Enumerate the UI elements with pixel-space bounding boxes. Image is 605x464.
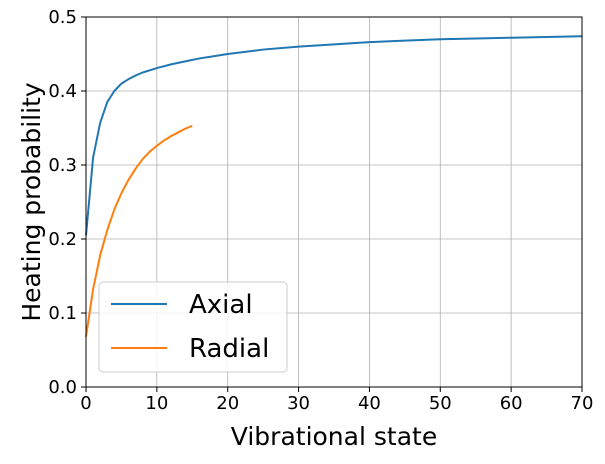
y-tick-label: 0.4 <box>48 81 77 102</box>
x-tick-label: 70 <box>571 393 594 414</box>
series-lines <box>85 35 583 337</box>
x-tick-label: 50 <box>429 393 452 414</box>
axis-ticks: 0 10 20 30 40 50 60 70 0.0 0.1 0.2 0.3 0.4 0.5 <box>48 7 593 414</box>
legend-label-axial: Axial <box>189 290 253 320</box>
x-tick-label: 10 <box>145 393 168 414</box>
plot-frame <box>85 16 583 388</box>
y-axis-label: Heating probability <box>17 82 46 321</box>
x-axis-label: Vibrational state <box>231 422 437 451</box>
x-tick-label: 0 <box>80 393 91 414</box>
y-tick-label: 0.0 <box>48 377 77 398</box>
x-tick-label: 20 <box>216 393 239 414</box>
y-tick-label: 0.5 <box>48 7 77 28</box>
y-tick-label: 0.2 <box>48 229 77 250</box>
x-tick-label: 30 <box>287 393 310 414</box>
legend-label-radial: Radial <box>189 334 269 364</box>
y-tick-label: 0.3 <box>48 155 77 176</box>
series-line-axial <box>85 35 583 236</box>
x-tick-label: 40 <box>358 393 381 414</box>
x-tick-label: 60 <box>500 393 523 414</box>
legend: Axial Radial <box>98 281 288 373</box>
y-tick-label: 0.1 <box>48 303 77 324</box>
series-line-radial <box>85 124 193 337</box>
